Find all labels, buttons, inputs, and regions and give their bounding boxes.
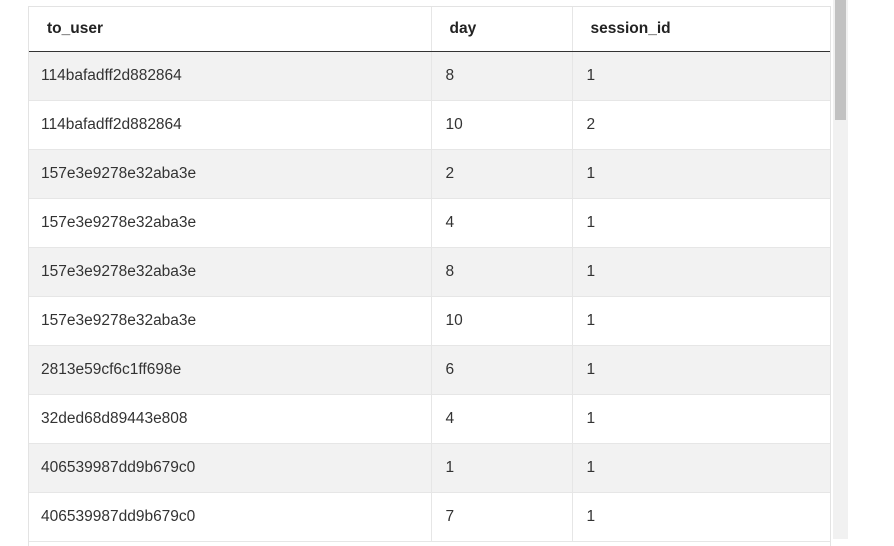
cell-to-user: 406539987dd9b679c0: [29, 443, 432, 493]
cell-session-id: 1: [572, 51, 830, 101]
cell-day: 7: [431, 492, 573, 542]
cell-day: 6: [431, 345, 573, 395]
cell-session-id: 1: [572, 492, 830, 542]
table-row: 32ded68d89443e808 4 1: [29, 394, 830, 444]
table-row: 157e3e9278e32aba3e 4 1: [29, 198, 830, 248]
cell-to-user: 114bafadff2d882864: [29, 100, 432, 150]
cell-day: 10: [431, 296, 573, 346]
cell-day: 1: [431, 443, 573, 493]
cell-to-user: 32ded68d89443e808: [29, 394, 432, 444]
header-row: to_user day session_id: [29, 7, 830, 52]
table-row: 2813e59cf6c1ff698e 6 1: [29, 345, 830, 395]
cell-session-id: 1: [572, 394, 830, 444]
cell-to-user: 157e3e9278e32aba3e: [29, 149, 432, 199]
table-row: 406539987dd9b679c0 7 1: [29, 492, 830, 542]
table-body: 114bafadff2d882864 8 1 114bafadff2d88286…: [29, 51, 830, 542]
column-header-day[interactable]: day: [431, 7, 573, 52]
table-row: 114bafadff2d882864 8 1: [29, 51, 830, 101]
cell-day: 4: [431, 198, 573, 248]
results-table-container: to_user day session_id 114bafadff2d88286…: [28, 6, 831, 546]
table-row: 406539987dd9b679c0 1 1: [29, 443, 830, 493]
cell-to-user: 2813e59cf6c1ff698e: [29, 345, 432, 395]
vertical-scrollbar[interactable]: [833, 0, 848, 539]
cell-session-id: 2: [572, 100, 830, 150]
cell-to-user: 157e3e9278e32aba3e: [29, 198, 432, 248]
cell-session-id: 1: [572, 296, 830, 346]
table-row: 114bafadff2d882864 10 2: [29, 100, 830, 150]
cell-session-id: 1: [572, 345, 830, 395]
scrollbar-thumb[interactable]: [835, 0, 846, 120]
cell-day: 10: [431, 100, 573, 150]
column-header-to-user[interactable]: to_user: [29, 7, 432, 52]
cell-session-id: 1: [572, 247, 830, 297]
cell-to-user: 157e3e9278e32aba3e: [29, 296, 432, 346]
table-row: 157e3e9278e32aba3e 10 1: [29, 296, 830, 346]
cell-to-user: 157e3e9278e32aba3e: [29, 247, 432, 297]
cell-session-id: 1: [572, 149, 830, 199]
table-row: 157e3e9278e32aba3e 8 1: [29, 247, 830, 297]
cell-day: 2: [431, 149, 573, 199]
column-header-session-id[interactable]: session_id: [572, 7, 830, 52]
cell-session-id: 1: [572, 198, 830, 248]
cell-to-user: 406539987dd9b679c0: [29, 492, 432, 542]
cell-session-id: 1: [572, 443, 830, 493]
cell-day: 8: [431, 51, 573, 101]
table-header: to_user day session_id: [29, 7, 830, 52]
cell-to-user: 114bafadff2d882864: [29, 51, 432, 101]
cell-day: 4: [431, 394, 573, 444]
results-table: to_user day session_id 114bafadff2d88286…: [29, 7, 830, 542]
cell-day: 8: [431, 247, 573, 297]
table-row: 157e3e9278e32aba3e 2 1: [29, 149, 830, 199]
